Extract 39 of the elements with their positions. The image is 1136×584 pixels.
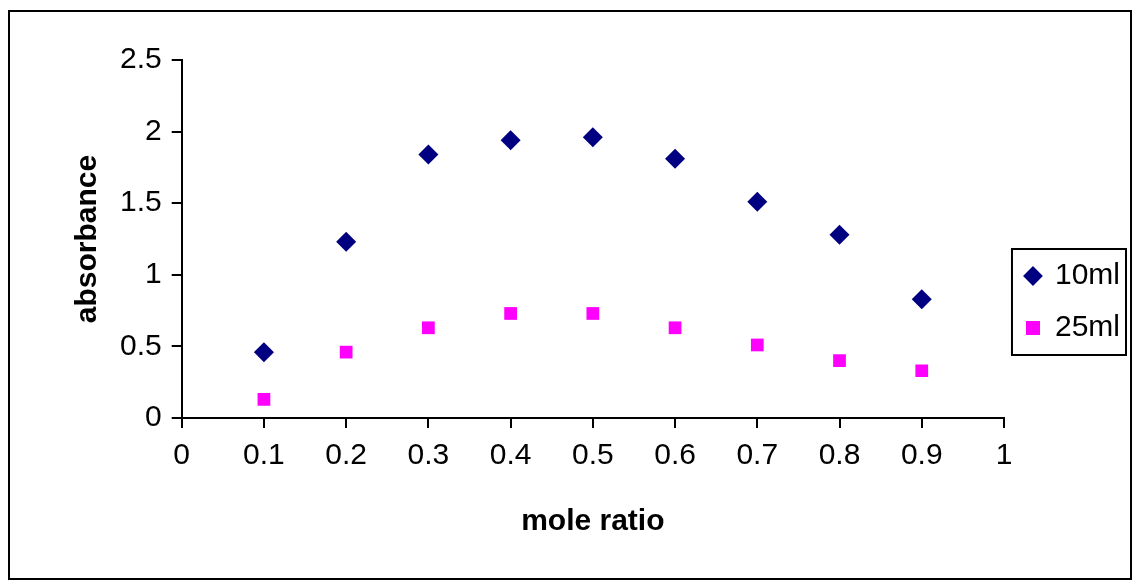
legend-label: 10ml (1054, 257, 1121, 291)
point (257, 393, 271, 406)
point (253, 342, 274, 363)
x-tick-label: 0.7 (736, 437, 779, 471)
point (747, 191, 768, 212)
x-tick-label: 0.1 (243, 437, 285, 471)
point (336, 231, 357, 252)
y-tick-label: 2.5 (119, 41, 162, 75)
y-axis-title: absorbance (69, 154, 103, 324)
y-tick-label: 0 (145, 399, 162, 433)
x-tick-label: 0.2 (325, 437, 368, 471)
x-tick-label: 0.6 (654, 437, 696, 471)
point (911, 289, 932, 310)
y-tick-label: 1.5 (119, 184, 162, 218)
y-tick-label: 2 (145, 112, 162, 146)
y-tick-label: 0.5 (119, 327, 162, 361)
x-tick-label: 0.4 (489, 437, 532, 471)
x-axis-title: mole ratio (521, 503, 665, 537)
point (586, 307, 600, 320)
point (582, 127, 603, 148)
x-tick-label: 0.9 (900, 437, 943, 471)
point (422, 321, 435, 335)
x-tick-label: 0 (173, 437, 191, 471)
x-tick-label: 0.8 (818, 437, 861, 471)
point (665, 148, 686, 169)
x-tick-label: 1 (995, 437, 1013, 471)
point (339, 345, 353, 359)
point (833, 354, 846, 368)
y-tick-label: 1 (145, 256, 162, 290)
point (668, 321, 682, 335)
point (750, 338, 764, 352)
legend-label: 25ml (1054, 309, 1121, 343)
point (829, 224, 850, 245)
point (418, 144, 439, 165)
x-tick-label: 0.5 (571, 437, 614, 471)
point (915, 364, 929, 378)
x-tick-label: 0.3 (407, 437, 450, 471)
point (504, 307, 517, 320)
point (500, 130, 521, 151)
